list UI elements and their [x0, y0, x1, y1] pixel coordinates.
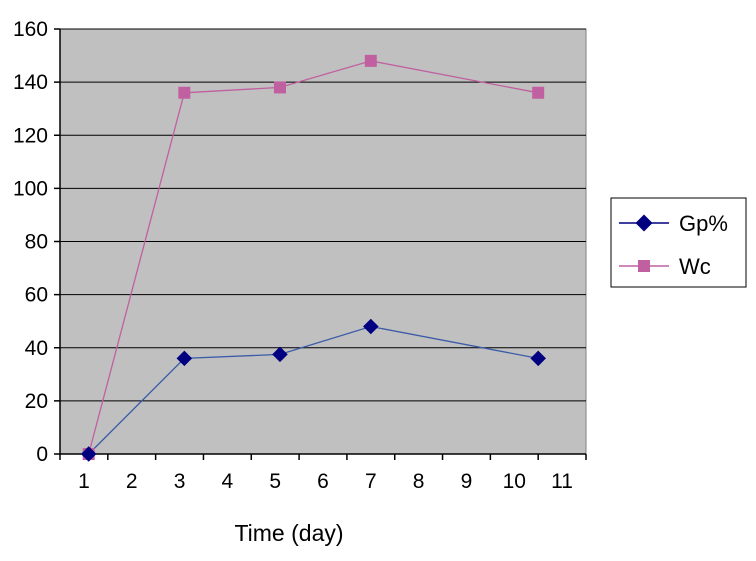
series-0-point [80, 446, 97, 462]
x-axis-ticks: 1 2 3 4 5 6 7 8 9 10 11 [59, 454, 587, 493]
x-tick-label: 11 [551, 470, 573, 493]
legend-label-gp: Gp% [679, 211, 728, 236]
legend-box [610, 197, 747, 288]
series-1-point [532, 86, 545, 99]
y-tick-label: 160 [13, 18, 48, 41]
legend: Gp% Wc [610, 197, 747, 288]
x-tick-label: 8 [413, 470, 425, 493]
y-tick-label: 0 [36, 443, 48, 466]
x-tick-label: 1 [78, 470, 90, 493]
series-layer [80, 54, 546, 462]
y-tick-label: 40 [25, 337, 48, 360]
x-tick-label: 7 [365, 470, 377, 493]
y-tick-label: 80 [25, 231, 48, 254]
x-tick-label: 9 [461, 470, 473, 493]
series-0-point [530, 350, 546, 367]
x-tick-label: 10 [503, 470, 526, 493]
legend-label-wc: Wc [679, 254, 711, 279]
x-tick-label: 6 [317, 470, 329, 493]
y-tick-label: 60 [25, 284, 48, 307]
y-tick-label: 20 [25, 390, 48, 413]
series-1-point [273, 81, 286, 94]
x-axis-title: Time (day) [234, 520, 343, 546]
series-0-point [176, 350, 193, 367]
series-1-point [178, 86, 191, 99]
x-tick-label: 2 [126, 470, 138, 493]
x-tick-label: 3 [174, 470, 186, 493]
series-0-point [272, 346, 288, 363]
y-tick-label: 100 [13, 177, 48, 200]
series-1-point [364, 54, 377, 67]
y-tick-label: 140 [13, 71, 48, 94]
x-tick-label: 4 [222, 470, 234, 493]
series-0-point [363, 318, 379, 335]
x-tick-label: 5 [269, 470, 281, 493]
gridlines [60, 28, 586, 402]
legend-marker-gp [635, 214, 653, 232]
y-axis-ticks: 0 20 40 60 80 100 120 140 160 [13, 18, 60, 466]
y-tick-label: 120 [13, 124, 48, 147]
legend-marker-wc [638, 260, 650, 272]
